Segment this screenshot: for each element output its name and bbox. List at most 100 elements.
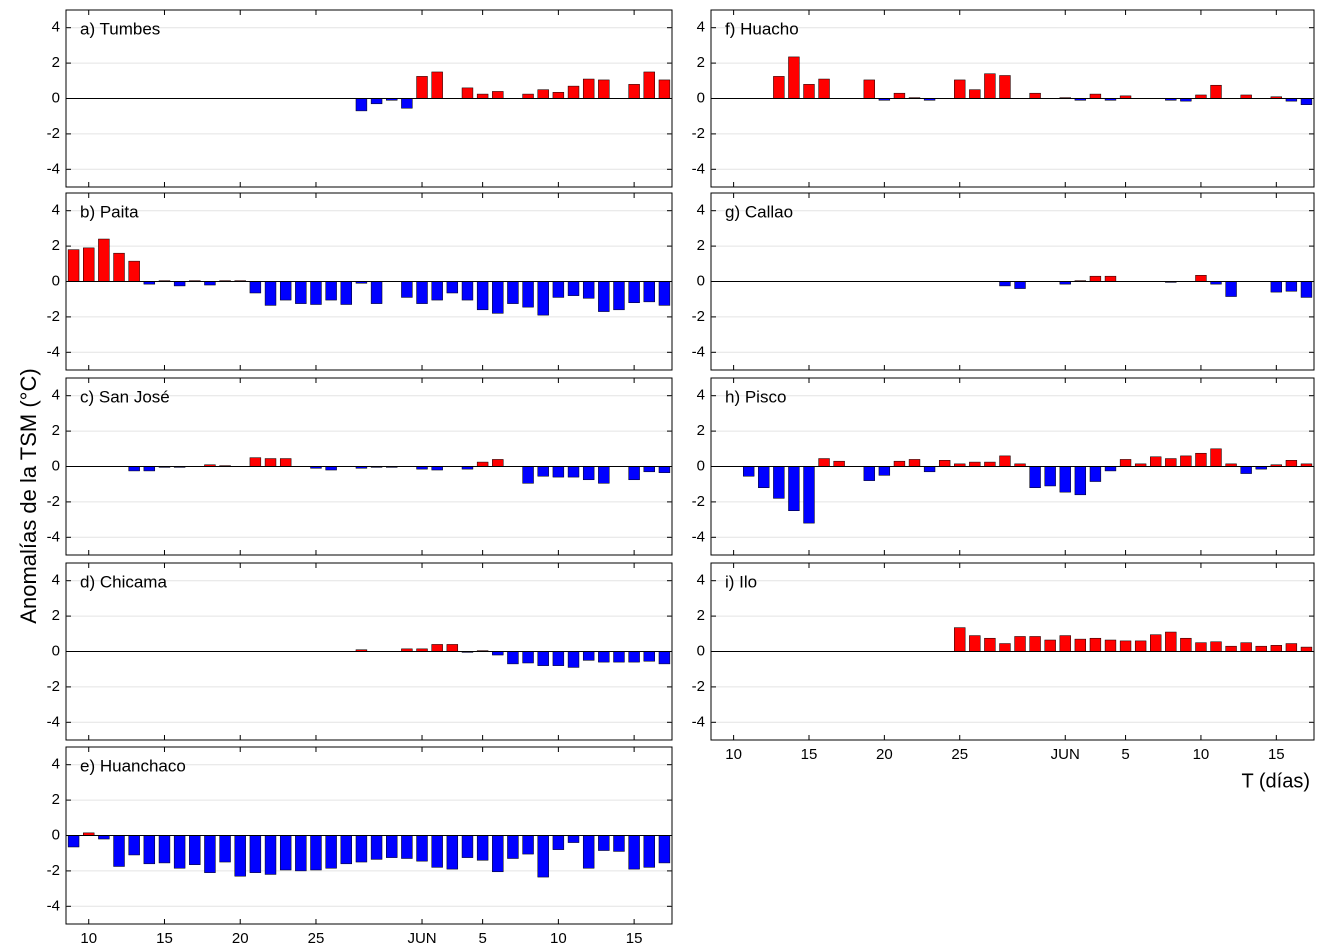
y-tick-label: -4 [692, 343, 705, 360]
y-tick-label: -4 [47, 713, 60, 730]
bar [537, 466, 549, 477]
bar [1300, 281, 1313, 298]
bar [264, 281, 277, 306]
bar [1029, 636, 1041, 652]
bar [1044, 466, 1056, 487]
bar [788, 466, 800, 511]
y-tick-label: -4 [692, 713, 705, 730]
y-tick-label: 0 [52, 642, 60, 659]
y-tick-label: 4 [697, 387, 705, 404]
bar [643, 835, 655, 868]
bar [1089, 466, 1102, 482]
y-tick-label: 2 [697, 237, 705, 254]
x-tick-label: 20 [876, 746, 893, 763]
panel-title: f) Huacho [725, 19, 799, 38]
bar [613, 835, 625, 852]
bar [522, 466, 534, 484]
bar [658, 835, 671, 864]
y-tick-label: 0 [697, 89, 705, 106]
bar [279, 281, 292, 301]
bar [582, 78, 595, 99]
bar [598, 835, 610, 851]
bar [1104, 466, 1117, 472]
bar [431, 281, 443, 301]
bar [552, 466, 565, 478]
bar [492, 91, 504, 99]
bar [803, 84, 815, 99]
y-tick-label: 0 [697, 457, 705, 474]
bar [249, 457, 262, 467]
bar [1300, 646, 1313, 652]
bar [279, 835, 292, 871]
bar [1300, 98, 1313, 105]
bar [818, 458, 830, 467]
bar [1165, 631, 1177, 652]
bar [173, 835, 186, 869]
bar [1210, 84, 1222, 99]
bar [249, 281, 262, 294]
bar [507, 651, 519, 665]
bar [582, 466, 595, 481]
bar [643, 466, 655, 473]
bar [613, 651, 625, 663]
bar [476, 461, 489, 467]
bar [984, 461, 996, 467]
bar [567, 466, 580, 478]
bar [1255, 645, 1267, 652]
bar [643, 651, 655, 662]
bar [295, 281, 307, 304]
y-tick-label: -2 [47, 308, 60, 325]
bar [173, 281, 186, 287]
bar [325, 281, 337, 301]
y-tick-label: -4 [47, 897, 60, 914]
bar [658, 281, 671, 306]
bar [537, 835, 549, 878]
panel-title: b) Paita [80, 202, 139, 221]
bar [1089, 275, 1102, 282]
bar [310, 281, 322, 305]
bar [788, 56, 800, 99]
bar [295, 835, 307, 872]
x-axis-label: T (días) [1241, 770, 1310, 792]
y-tick-label: 2 [697, 607, 705, 624]
y-tick-label: 2 [52, 422, 60, 439]
bar [803, 466, 815, 524]
bar [999, 75, 1011, 99]
bar [370, 98, 383, 105]
bar [128, 466, 140, 472]
bar [189, 835, 201, 865]
y-tick-label: 4 [52, 19, 60, 36]
bar [582, 651, 595, 661]
bar [1044, 639, 1056, 652]
bar [1225, 645, 1237, 652]
bar [863, 466, 875, 481]
bar [1240, 642, 1252, 652]
y-tick-label: 4 [697, 19, 705, 36]
bar [204, 835, 216, 873]
y-tick-label: 4 [697, 572, 705, 589]
bar [143, 466, 156, 472]
x-tick-label: 10 [1193, 746, 1210, 763]
bar [370, 281, 383, 304]
bar [969, 635, 981, 652]
bar [1074, 638, 1087, 652]
y-tick-label: -2 [47, 862, 60, 879]
y-tick-label: 4 [52, 202, 60, 219]
bar [613, 281, 625, 311]
bar [234, 835, 246, 877]
y-tick-label: 4 [697, 202, 705, 219]
bar [340, 281, 352, 305]
bar [1014, 281, 1026, 289]
x-tick-label: 5 [478, 930, 486, 946]
y-tick-label: -2 [47, 678, 60, 695]
bar [999, 455, 1011, 467]
x-tick-label: 10 [725, 746, 742, 763]
bar [461, 835, 474, 858]
bar [461, 87, 474, 99]
bar [552, 281, 565, 298]
bar [264, 458, 277, 467]
bar [643, 71, 655, 99]
bar [1029, 92, 1041, 99]
bar [128, 260, 140, 282]
bar [1270, 281, 1282, 293]
